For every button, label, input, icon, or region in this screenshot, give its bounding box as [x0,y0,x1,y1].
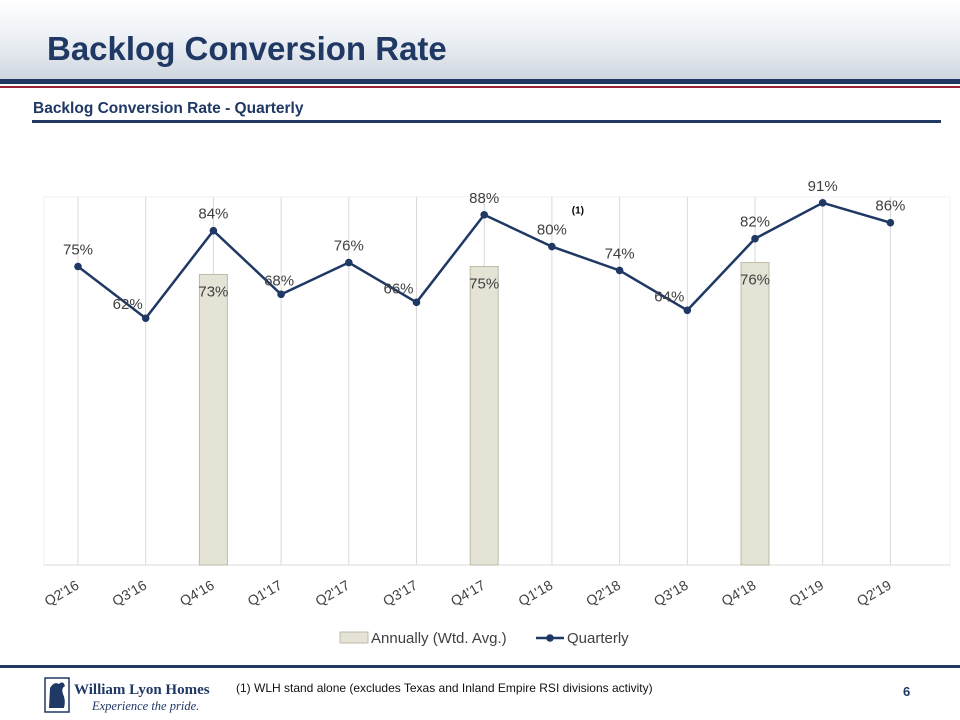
quarterly-point [345,258,353,267]
annual-bar-label: 76% [740,272,770,289]
header-band [0,0,960,80]
x-tick-label: Q2'18 [583,577,623,609]
quarterly-point-label: 88% [469,190,499,207]
legend-swatch-quarterly-marker [546,634,554,642]
quarterly-point [141,314,150,323]
logo-tagline: Experience the pride. [91,699,199,713]
quarterly-point [683,306,692,315]
quarterly-point [412,298,421,307]
page-number: 6 [903,684,911,699]
logo-name: William Lyon Homes [74,682,210,698]
quarterly-point [886,218,895,227]
annual-bar-label: 75% [469,276,499,293]
legend-label-annual: Annually (Wtd. Avg.) [371,630,507,647]
x-tick-label: Q1'17 [245,577,285,609]
quarterly-point [480,210,489,219]
page-title: Backlog Conversion Rate [47,30,447,67]
quarterly-point-label: 66% [383,280,413,297]
footer-rule [0,665,960,668]
quarterly-point-label: 84% [198,206,228,223]
annual-bar [469,266,499,566]
annual-bar [198,273,228,566]
x-tick-label: Q4'16 [177,577,217,609]
x-tick-label: Q4'17 [448,577,488,609]
x-tick-label: Q3'18 [651,577,691,609]
quarterly-point-label: 80% [537,222,567,239]
quarterly-point [277,290,285,299]
annual-bar [740,262,770,566]
quarterly-point-label: 62% [113,296,143,313]
quarterly-point [818,199,827,207]
quarterly-point-label: 74% [605,245,635,262]
x-tick-label: Q3'16 [109,577,149,609]
quarterly-point-label: 82% [740,214,770,231]
quarterly-point [74,262,82,271]
subtitle-rule [32,120,941,123]
company-logo: William Lyon Homes Experience the pride. [44,677,210,713]
quarterly-point [209,226,218,235]
quarterly-point [548,242,556,251]
x-tick-label: Q2'19 [854,577,894,609]
x-tick-label: Q1'18 [515,577,555,609]
quarterly-point-label: 68% [264,272,294,289]
quarterly-point-label: 91% [808,178,838,195]
legend-swatch-annual [339,631,369,644]
x-tick-label: Q3'17 [380,577,420,609]
quarterly-point-label: 75% [63,242,93,259]
footnote: (1) WLH stand alone (excludes Texas and … [236,681,653,695]
x-tick-label: Q2'16 [42,577,82,609]
quarterly-point-label: 76% [334,238,364,255]
legend-label-quarterly: Quarterly [567,630,629,647]
quarterly-point-label: 64% [654,288,684,305]
x-tick-label: Q2'17 [312,577,352,609]
chart-subtitle: Backlog Conversion Rate - Quarterly [33,100,304,117]
x-tick-label: Q1'19 [786,577,826,609]
header-rule-red [0,86,960,88]
backlog-conversion-chart: 73% 75% 76% 75% 62% 84% 68% 76% 66% 88% 80% 74% 64% 8… [42,178,951,647]
quarterly-point-label: 86% [875,198,905,215]
footnote-marker: (1) [572,206,584,217]
quarterly-point [615,266,624,275]
header-rule-blue [0,79,960,84]
x-tick-label: Q4'18 [719,577,759,609]
quarterly-point [751,234,759,243]
annual-bar-label: 73% [198,283,228,300]
